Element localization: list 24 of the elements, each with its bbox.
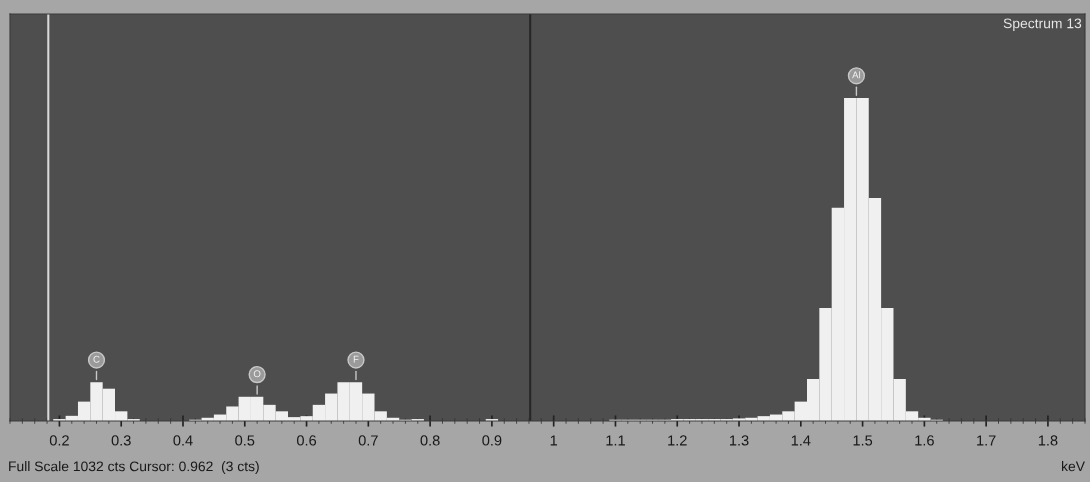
x-tick-label: 1.8 [1038,435,1058,446]
x-tick-label: 0.8 [420,435,440,446]
x-tick-label: 1.4 [791,435,811,446]
x-tick-label: 1.6 [915,435,934,446]
x-tick-label: 0.2 [49,435,69,446]
x-tick-label: 1.5 [853,435,873,446]
x-tick-label: 1.7 [977,435,996,446]
x-tick-label: 0.6 [296,435,317,446]
x-tick-label: 1.3 [730,435,749,446]
x-axis-title: keV [1062,461,1085,472]
x-tick-label: 0.7 [358,435,378,446]
annotation: Al [852,71,861,79]
x-tick-label: 1.1 [606,435,625,446]
x-tick-label: 0.4 [173,435,193,446]
chart-title: Spectrum 13 [1003,18,1082,32]
annotation: F [353,355,359,363]
annotation: C [93,355,100,363]
x-tick-label: 0.3 [111,435,131,446]
x-tick-label: 0.5 [235,435,255,446]
x-tick-label: 1 [550,435,558,446]
x-tick-label: 1.2 [668,435,687,446]
text: Full Scale 1032 cts Cursor: 0.962 (3 cts) [9,461,259,474]
x-tick-label: 0.9 [482,435,502,446]
annotation: O [253,370,261,378]
